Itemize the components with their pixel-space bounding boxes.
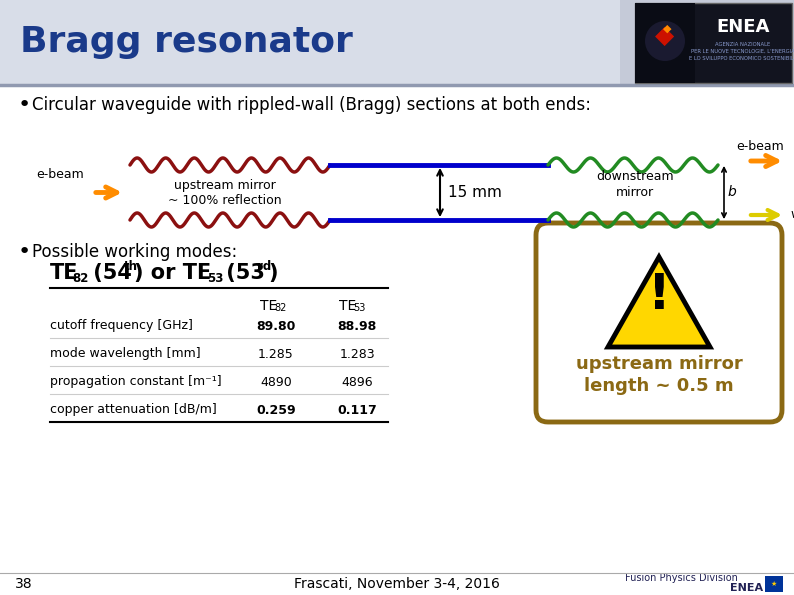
Text: downstream
mirror: downstream mirror — [596, 171, 674, 199]
Text: wave: wave — [790, 208, 794, 221]
Text: upstream mirror: upstream mirror — [576, 355, 742, 373]
Text: e-beam: e-beam — [36, 168, 84, 181]
Text: TE: TE — [339, 299, 357, 313]
Text: Circular waveguide with rippled-wall (Bragg) sections at both ends:: Circular waveguide with rippled-wall (Br… — [32, 96, 591, 114]
Text: 53: 53 — [353, 303, 365, 313]
Text: 88.98: 88.98 — [337, 320, 376, 333]
Text: ) or TE: ) or TE — [134, 263, 211, 283]
Text: Possible working modes:: Possible working modes: — [32, 243, 237, 261]
Bar — [0, 0, 794, 85]
Text: Bragg resonator: Bragg resonator — [20, 25, 353, 59]
Text: (54: (54 — [86, 263, 132, 283]
Text: 4896: 4896 — [341, 375, 373, 389]
Text: Frascati, November 3-4, 2016: Frascati, November 3-4, 2016 — [294, 577, 500, 591]
Text: 15 mm: 15 mm — [448, 185, 502, 200]
FancyBboxPatch shape — [536, 223, 782, 422]
Text: rd: rd — [257, 261, 272, 274]
Text: •: • — [18, 242, 31, 262]
Text: TE: TE — [50, 263, 79, 283]
Text: 38: 38 — [15, 577, 33, 591]
Bar — [0, 0, 620, 85]
Bar — [635, 3, 695, 83]
Bar — [635, 3, 792, 83]
Text: 0.259: 0.259 — [256, 403, 296, 416]
Text: ★: ★ — [771, 581, 777, 587]
Text: upstream mirror
~ 100% reflection: upstream mirror ~ 100% reflection — [168, 178, 282, 206]
Text: b: b — [728, 186, 737, 199]
Text: 0.117: 0.117 — [337, 403, 377, 416]
Text: !: ! — [648, 271, 670, 319]
Text: (53: (53 — [219, 263, 265, 283]
Text: ENEA: ENEA — [730, 583, 763, 593]
Text: copper attenuation [dB/m]: copper attenuation [dB/m] — [50, 403, 217, 416]
Text: e-beam: e-beam — [736, 140, 784, 154]
Text: ◆: ◆ — [663, 24, 671, 34]
Text: 82: 82 — [72, 271, 88, 284]
Text: Fusion Physics Division: Fusion Physics Division — [625, 573, 738, 583]
Text: 1.285: 1.285 — [258, 347, 294, 361]
Text: 1.283: 1.283 — [339, 347, 375, 361]
Text: ◆: ◆ — [655, 24, 675, 48]
Circle shape — [645, 21, 685, 61]
Text: mode wavelength [mm]: mode wavelength [mm] — [50, 347, 201, 361]
Polygon shape — [608, 257, 710, 347]
Text: cutoff frequency [GHz]: cutoff frequency [GHz] — [50, 320, 193, 333]
Bar — [0, 573, 794, 595]
Text: 53: 53 — [207, 271, 223, 284]
Text: 82: 82 — [274, 303, 287, 313]
Text: length ~ 0.5 m: length ~ 0.5 m — [584, 377, 734, 395]
Text: 89.80: 89.80 — [256, 320, 295, 333]
Text: ENEA: ENEA — [716, 18, 769, 36]
Text: TE: TE — [260, 299, 277, 313]
Text: 4890: 4890 — [260, 375, 292, 389]
Text: propagation constant [m⁻¹]: propagation constant [m⁻¹] — [50, 375, 222, 389]
Text: AGENZIA NAZIONALE
PER LE NUOVE TECNOLOGIE, L'ENERGIA
E LO SVILUPPO ECONOMICO SOS: AGENZIA NAZIONALE PER LE NUOVE TECNOLOGI… — [689, 42, 794, 61]
Text: ): ) — [268, 263, 277, 283]
Text: •: • — [18, 95, 31, 115]
Text: th: th — [124, 261, 138, 274]
Bar — [765, 576, 783, 592]
Bar — [0, 85, 794, 573]
